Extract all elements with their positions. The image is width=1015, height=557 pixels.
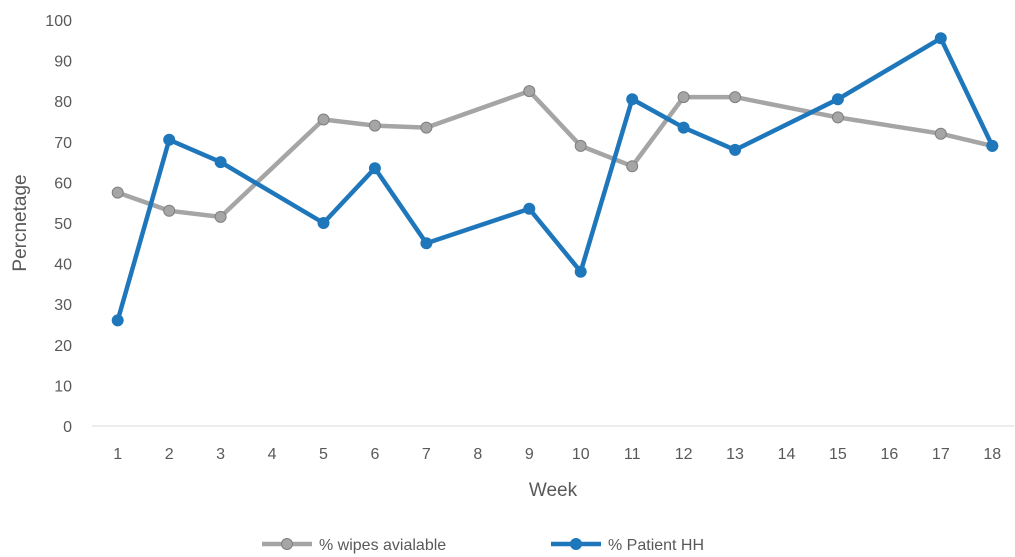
- x-tick-label: 8: [473, 446, 482, 463]
- data-point: [677, 121, 690, 134]
- x-axis-ticks: 1 2 3 4 5 6 7 8 9 10 11 12 13 14 15 16 17 18: [113, 446, 1001, 463]
- y-axis-title: Percnetage: [10, 174, 31, 271]
- x-tick-label: 1: [113, 446, 122, 463]
- x-tick-label: 9: [525, 446, 534, 463]
- y-tick-label: 10: [54, 378, 72, 395]
- data-point: [574, 139, 587, 152]
- data-point: [317, 217, 330, 229]
- y-tick-label: 0: [63, 419, 72, 436]
- y-tick-label: 50: [54, 216, 72, 233]
- data-point: [729, 91, 742, 104]
- x-tick-label: 13: [726, 446, 744, 463]
- data-point: [574, 265, 587, 278]
- legend-item: % Patient HH: [551, 537, 704, 554]
- y-tick-label: 30: [54, 297, 72, 314]
- x-tick-label: 17: [932, 446, 950, 463]
- data-point: [934, 127, 947, 140]
- data-point: [831, 111, 844, 124]
- x-tick-label: 5: [319, 446, 328, 463]
- legend: % wipes avialable % Patient HH: [262, 537, 704, 554]
- data-point: [214, 210, 227, 223]
- data-point: [934, 32, 947, 45]
- x-tick-label: 2: [165, 446, 174, 463]
- x-tick-label: 12: [675, 446, 693, 463]
- data-point: [626, 160, 639, 173]
- series-line-2: [115, 36, 995, 322]
- data-point: [368, 119, 381, 132]
- y-tick-label: 90: [54, 54, 72, 71]
- data-point: [986, 139, 999, 152]
- y-tick-label: 20: [54, 338, 72, 355]
- x-tick-label: 7: [422, 446, 431, 463]
- y-axis-ticks: 0 10 20 30 40 50 60 70 80 90 100: [45, 13, 72, 436]
- data-point: [163, 204, 176, 217]
- y-tick-label: 40: [54, 257, 72, 274]
- data-point: [677, 91, 690, 104]
- x-tick-label: 15: [829, 446, 847, 463]
- data-point: [729, 143, 742, 156]
- x-tick-label: 14: [778, 446, 796, 463]
- y-tick-label: 100: [45, 13, 72, 30]
- x-tick-label: 11: [624, 446, 641, 463]
- data-point: [523, 85, 536, 98]
- legend-item: % wipes avialable: [262, 537, 446, 554]
- data-point: [368, 162, 381, 175]
- y-tick-label: 70: [54, 135, 72, 152]
- series-line-1: [116, 88, 993, 220]
- x-tick-label: 3: [216, 446, 225, 463]
- y-tick-label: 60: [54, 175, 72, 192]
- x-tick-label: 16: [880, 446, 898, 463]
- data-point: [831, 93, 844, 106]
- data-point: [626, 93, 639, 106]
- data-point: [111, 186, 124, 199]
- data-point: [111, 314, 124, 327]
- legend-label: % wipes avialable: [319, 537, 446, 554]
- x-axis-title: Week: [529, 480, 578, 501]
- data-point: [163, 133, 176, 146]
- series-layer: [111, 32, 999, 327]
- x-tick-label: 4: [268, 446, 277, 463]
- data-point: [214, 156, 227, 169]
- x-tick-label: 10: [572, 446, 590, 463]
- data-point: [420, 237, 433, 250]
- data-point: [523, 202, 536, 215]
- legend-swatch-marker: [570, 538, 582, 550]
- legend-swatch-marker: [281, 538, 293, 550]
- x-tick-label: 18: [983, 446, 1001, 463]
- y-tick-label: 80: [54, 94, 72, 111]
- legend-label: % Patient HH: [608, 537, 704, 554]
- x-tick-label: 6: [370, 446, 379, 463]
- data-point: [317, 113, 330, 126]
- data-point: [420, 121, 433, 134]
